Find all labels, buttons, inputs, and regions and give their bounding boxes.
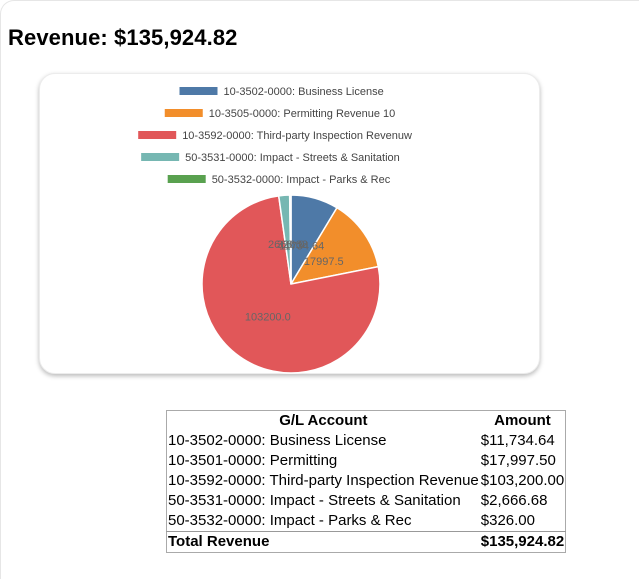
pie-label-10-3592-0000-third-party-inspection-revenuw: 103200.0 bbox=[245, 312, 291, 324]
total-amount: $135,924.82 bbox=[479, 531, 566, 553]
pie-label-10-3505-0000-permitting-revenue-10: 17997.5 bbox=[304, 256, 344, 268]
amount-cell: $2,666.68 bbox=[480, 492, 548, 509]
legend-swatch-50-3532-0000-impact-parks-rec bbox=[167, 175, 206, 183]
account-cell: 50-3531-0000: Impact - Streets & Sanitat… bbox=[168, 492, 461, 509]
pie-slice-10-3505-0000-permitting-revenue-10 bbox=[289, 206, 380, 286]
gl-account-table: G/L Account Amount 10-3502-0000: Busines… bbox=[166, 410, 567, 553]
pie-label-50-3532-0000-impact-parks-rec: 326.0 bbox=[277, 239, 305, 251]
amount-cell: $11,734.64 bbox=[480, 432, 555, 449]
legend-label-10-3592-0000-third-party-inspection-revenuw: 10-3592-0000: Third-party Inspection Rev… bbox=[182, 130, 412, 142]
legend-label-10-3505-0000-permitting-revenue-10: 10-3505-0000: Permitting Revenue 10 bbox=[209, 108, 396, 120]
header-gl-account: G/L Account bbox=[279, 412, 368, 429]
pie-slice-10-3592-0000-third-party-inspection-revenuw bbox=[201, 195, 381, 374]
account-cell: 50-3532-0000: Impact - Parks & Rec bbox=[168, 512, 412, 529]
legend-swatch-10-3505-0000-permitting-revenue-10 bbox=[164, 109, 203, 117]
pie-slices bbox=[201, 194, 381, 374]
total-label: Total Revenue bbox=[166, 531, 480, 553]
header-amount: Amount bbox=[494, 412, 551, 429]
revenue-chart-card: 10-3502-0000: Business License 10-3505-00… bbox=[39, 73, 540, 374]
table-row: 10-3501-0000: Permitting $17,997.50 bbox=[167, 451, 566, 471]
total-row: Total Revenue $135,924.82 bbox=[166, 531, 566, 553]
legend-label-50-3531-0000-impact-streets-sanitation: 50-3531-0000: Impact - Streets & Sanitat… bbox=[185, 152, 400, 164]
page-title: Revenue: $135,924.82 bbox=[8, 25, 238, 50]
amount-cell: $326.00 bbox=[480, 512, 535, 529]
legend-swatch-50-3531-0000-impact-streets-sanitation bbox=[141, 153, 180, 161]
pie-slice-50-3532-0000-impact-parks-rec bbox=[288, 194, 292, 285]
chart-legend: 10-3502-0000: Business License 10-3505-00… bbox=[138, 86, 412, 186]
legend-label-10-3502-0000-business-license: 10-3502-0000: Business License bbox=[224, 86, 384, 98]
account-cell: 10-3592-0000: Third-party Inspection Rev… bbox=[168, 472, 479, 489]
table-header-row: G/L Account Amount bbox=[167, 411, 566, 432]
table-row: 50-3532-0000: Impact - Parks & Rec $326.… bbox=[167, 511, 566, 532]
account-cell: 10-3502-0000: Business License bbox=[168, 432, 387, 449]
amount-cell: $17,997.50 bbox=[480, 452, 556, 469]
pie-label-50-3531-0000-impact-streets-sanitation: 2666.68 bbox=[268, 239, 308, 251]
legend-swatch-10-3592-0000-third-party-inspection-revenuw bbox=[138, 131, 177, 139]
table-row: 10-3502-0000: Business License $11,734.6… bbox=[167, 431, 566, 451]
amount-cell: $103,200.00 bbox=[480, 472, 565, 489]
legend-label-50-3532-0000-impact-parks-rec: 50-3532-0000: Impact - Parks & Rec bbox=[212, 174, 391, 186]
table-row: 50-3531-0000: Impact - Streets & Sanitat… bbox=[167, 491, 566, 511]
pie-label-10-3502-0000-business-license: 11734.64 bbox=[279, 240, 324, 252]
legend-swatch-10-3502-0000-business-license bbox=[179, 87, 218, 95]
account-cell: 10-3501-0000: Permitting bbox=[168, 452, 338, 469]
table-row: 10-3592-0000: Third-party Inspection Rev… bbox=[167, 471, 566, 491]
revenue-pie-chart: 10-3502-0000: Business License 10-3505-00… bbox=[138, 86, 412, 374]
